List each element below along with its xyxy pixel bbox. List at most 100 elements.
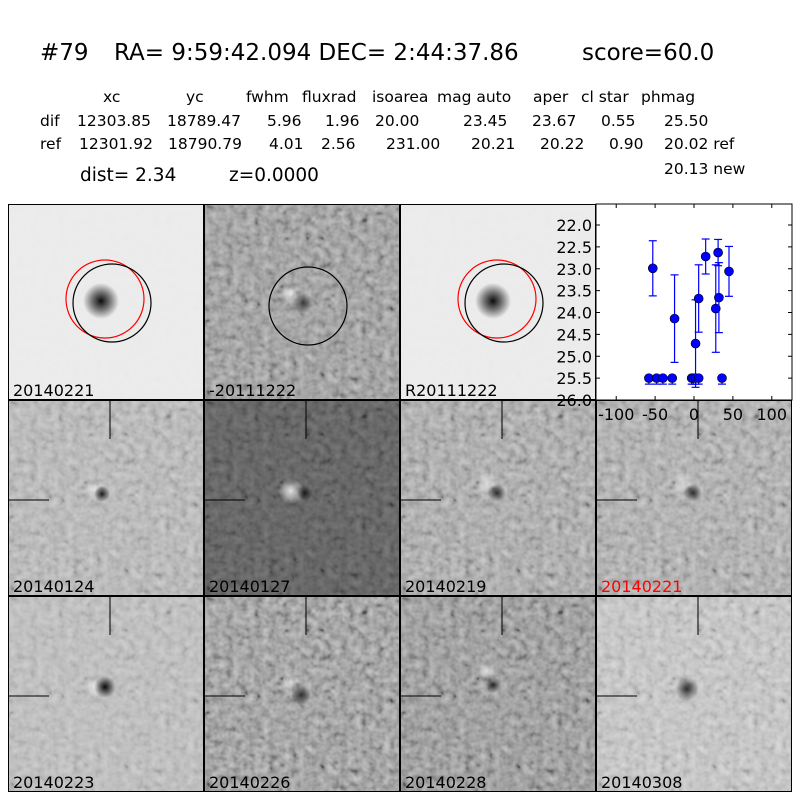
- upper-limit-point: [717, 373, 727, 383]
- column-header: aper: [533, 88, 569, 106]
- source-blob: [293, 293, 313, 313]
- source-blob: [488, 484, 506, 502]
- detection-point: [700, 251, 711, 262]
- source-blob: [278, 478, 304, 504]
- stamp-date-label: 20140226: [209, 773, 291, 792]
- table-cell: 20.21: [471, 135, 516, 153]
- x-tick-label: 100: [757, 405, 788, 424]
- table-cell: 12301.92: [79, 135, 153, 153]
- y-tick-label: 22.5: [556, 238, 592, 257]
- table-cell: 25.50: [664, 112, 709, 130]
- stamp-image: [401, 401, 595, 595]
- table-cell: 18790.79: [168, 135, 242, 153]
- x-tick-label: -100: [598, 405, 634, 424]
- detection-point: [724, 266, 734, 277]
- y-tick-label: 25.5: [556, 369, 592, 388]
- stamp-date-label: R20111222: [405, 381, 498, 400]
- source-blob: [83, 283, 119, 319]
- image-stamp[interactable]: 20140124: [8, 400, 204, 596]
- table-cell: 18789.47: [167, 112, 241, 130]
- table-cell: 0.55: [601, 112, 636, 130]
- stamp-date-label: -20111222: [209, 381, 297, 400]
- detection-point: [690, 338, 701, 349]
- x-tick-label: -50: [642, 405, 668, 424]
- source-blob: [282, 672, 300, 690]
- light-curve-plot: 22.0 22.5 23.0 23.5 24.0 24.5 25.0 25.5 26.0 -100…: [556, 203, 793, 424]
- table-cell: 4.01: [269, 135, 304, 153]
- source-blob: [675, 677, 699, 701]
- y-tick-label: 24.5: [556, 325, 592, 344]
- coordinates: RA= 9:59:42.094 DEC= 2:44:37.86: [114, 40, 519, 66]
- aperture-circle: [72, 263, 152, 343]
- image-stamp[interactable]: -20111222: [204, 204, 400, 400]
- image-stamp[interactable]: 20140221: [8, 204, 204, 400]
- x-tick-label: 50: [723, 405, 743, 424]
- source-blob: [485, 677, 501, 693]
- image-stamp[interactable]: R20111222: [400, 204, 596, 400]
- stamp-image: [597, 597, 791, 791]
- table-cell: 231.00: [386, 135, 441, 153]
- table-cell: 2.56: [321, 135, 356, 153]
- plot-area: [595, 203, 793, 401]
- source-blob: [297, 485, 313, 501]
- stamp-image: [597, 401, 791, 595]
- table-cell: 23.45: [463, 112, 508, 130]
- stamp-date-label: 20140308: [601, 773, 683, 792]
- column-header: yc: [186, 88, 204, 106]
- distance: dist= 2.34: [80, 165, 177, 186]
- image-stamp[interactable]: 20140223: [8, 596, 204, 792]
- table-cell: 1.96: [325, 112, 360, 130]
- stamp-image: [9, 597, 203, 791]
- y-tick-label: 24.0: [556, 304, 592, 323]
- column-header: fwhm: [246, 88, 289, 106]
- image-stamp[interactable]: 20140221: [596, 400, 792, 596]
- image-stamp[interactable]: 20140226: [204, 596, 400, 792]
- stamp-image: [205, 205, 399, 399]
- source-blob: [684, 484, 702, 502]
- source-blob: [94, 486, 110, 502]
- detection-point: [714, 292, 724, 303]
- y-tick-label: 25.0: [556, 347, 592, 366]
- x-tick-label: 0: [689, 405, 699, 424]
- row-label: dif: [40, 112, 60, 130]
- stamp-image: [9, 401, 203, 595]
- table-cell: 20.22: [540, 135, 585, 153]
- y-tick-label: 26.0: [556, 391, 592, 410]
- stamp-date-label: 20140228: [405, 773, 487, 792]
- column-header: fluxrad: [302, 88, 357, 106]
- detection-point: [693, 293, 704, 304]
- stamp-image: [401, 205, 595, 399]
- image-stamp[interactable]: 20140228: [400, 596, 596, 792]
- image-stamp[interactable]: 20140127: [204, 400, 400, 596]
- phmag-new: 20.13 new: [664, 160, 746, 178]
- stamp-date-label: 20140127: [209, 577, 291, 596]
- aperture-circle: [464, 263, 544, 343]
- aperture-circle: [268, 266, 348, 346]
- source-blob: [291, 685, 311, 705]
- row-label: ref: [40, 135, 62, 153]
- y-tick-label: 23.5: [556, 282, 592, 301]
- image-stamp[interactable]: 20140308: [596, 596, 792, 792]
- table-cell: 12303.85: [77, 112, 151, 130]
- column-header: mag auto: [437, 88, 512, 106]
- aperture-circle: [65, 259, 145, 339]
- stamp-image: [401, 597, 595, 791]
- table-cell: 23.67: [532, 112, 577, 130]
- stamp-image: [205, 401, 399, 595]
- table-cell: 0.90: [609, 135, 644, 153]
- y-tick-label: 22.0: [556, 216, 592, 235]
- column-header: phmag: [641, 88, 696, 106]
- table-cell: 5.96: [267, 112, 302, 130]
- upper-limit-point: [693, 373, 704, 383]
- stamp-date-label: 20140124: [13, 577, 95, 596]
- stamp-date-label: 20140219: [405, 577, 487, 596]
- detection-point: [710, 303, 721, 314]
- score: score=60.0: [582, 40, 715, 66]
- source-blob: [94, 676, 116, 698]
- stamp-date-label: 20140221: [601, 577, 683, 596]
- y-tick-label: 23.0: [556, 260, 592, 279]
- upper-limit-point: [667, 373, 678, 383]
- table-cell: 20.00: [375, 112, 420, 130]
- image-stamp[interactable]: 20140219: [400, 400, 596, 596]
- stamp-image: [205, 597, 399, 791]
